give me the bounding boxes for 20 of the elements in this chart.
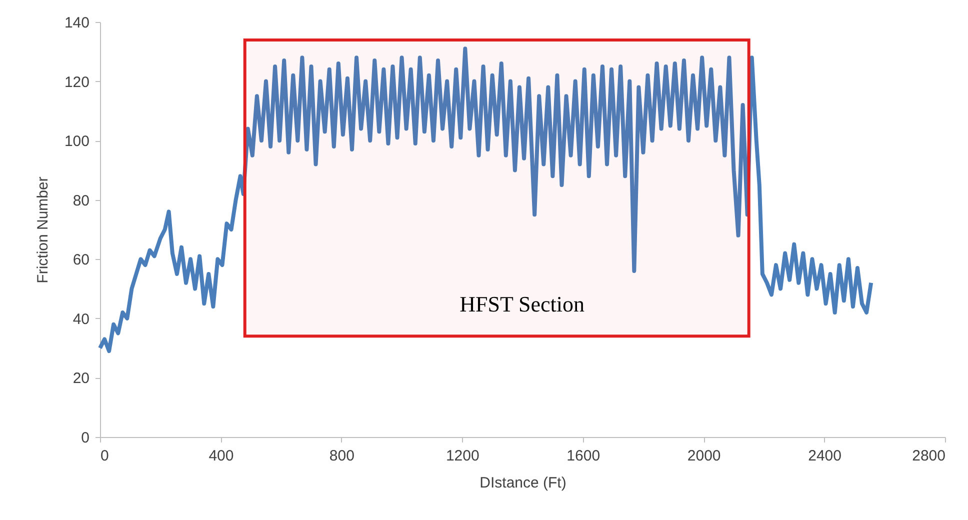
x-tick-label: 400 bbox=[208, 448, 234, 464]
x-axis-title: DIstance (Ft) bbox=[480, 474, 566, 492]
x-tick-label: 800 bbox=[329, 448, 354, 464]
y-tick-label: 60 bbox=[72, 252, 90, 269]
y-tick-label: 140 bbox=[64, 14, 90, 32]
y-tick-label: 20 bbox=[72, 370, 90, 388]
x-tick-label: 1200 bbox=[446, 448, 480, 464]
x-tick-label: 1600 bbox=[566, 448, 600, 464]
y-axis-title: Friction Number bbox=[34, 176, 52, 284]
y-tick-label: 0 bbox=[81, 430, 90, 446]
band-label: HFST Section bbox=[460, 292, 584, 317]
line-series bbox=[98, 46, 874, 354]
x-tick-label: 2800 bbox=[912, 448, 946, 464]
x-tick-label: 0 bbox=[100, 448, 109, 464]
y-tick-label: 100 bbox=[64, 133, 90, 150]
x-tick-label: 2400 bbox=[808, 448, 842, 464]
y-tick-label: 120 bbox=[64, 74, 90, 91]
y-tick-label: 40 bbox=[72, 310, 90, 328]
y-tick-label: 80 bbox=[72, 192, 90, 210]
x-tick-label: 2000 bbox=[687, 448, 721, 464]
